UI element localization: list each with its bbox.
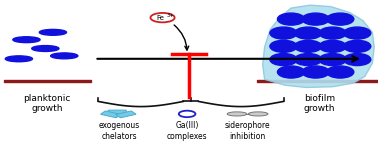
Ellipse shape xyxy=(344,40,371,52)
Circle shape xyxy=(150,13,175,22)
Text: Ga(III)
complexes: Ga(III) complexes xyxy=(167,121,208,141)
FancyBboxPatch shape xyxy=(116,111,136,118)
Ellipse shape xyxy=(270,54,297,66)
Ellipse shape xyxy=(294,27,322,39)
Ellipse shape xyxy=(227,112,247,116)
FancyBboxPatch shape xyxy=(101,111,121,118)
Ellipse shape xyxy=(277,13,305,25)
Ellipse shape xyxy=(294,54,322,66)
Ellipse shape xyxy=(51,53,78,59)
Ellipse shape xyxy=(32,46,59,51)
Bar xyxy=(4,80,91,82)
Ellipse shape xyxy=(344,27,371,39)
Ellipse shape xyxy=(248,112,268,116)
Text: biofilm
growth: biofilm growth xyxy=(304,94,335,113)
Ellipse shape xyxy=(319,54,346,66)
Ellipse shape xyxy=(302,13,329,25)
Ellipse shape xyxy=(270,40,297,52)
Text: exogenous
chelators: exogenous chelators xyxy=(98,121,140,141)
Circle shape xyxy=(179,111,195,117)
Ellipse shape xyxy=(319,27,346,39)
Ellipse shape xyxy=(302,66,329,78)
Ellipse shape xyxy=(319,40,346,52)
Ellipse shape xyxy=(344,54,371,66)
Text: Fe: Fe xyxy=(157,15,164,21)
Ellipse shape xyxy=(294,40,322,52)
Ellipse shape xyxy=(277,66,305,78)
Text: 3+: 3+ xyxy=(167,13,175,18)
Bar xyxy=(257,80,378,82)
Ellipse shape xyxy=(327,66,354,78)
FancyBboxPatch shape xyxy=(108,110,126,114)
Text: siderophore
inhibition: siderophore inhibition xyxy=(225,121,270,141)
Ellipse shape xyxy=(39,29,67,35)
Ellipse shape xyxy=(327,13,354,25)
Ellipse shape xyxy=(5,56,33,62)
Ellipse shape xyxy=(13,37,40,43)
Polygon shape xyxy=(263,5,374,87)
Ellipse shape xyxy=(270,27,297,39)
Text: planktonic
growth: planktonic growth xyxy=(23,94,71,113)
